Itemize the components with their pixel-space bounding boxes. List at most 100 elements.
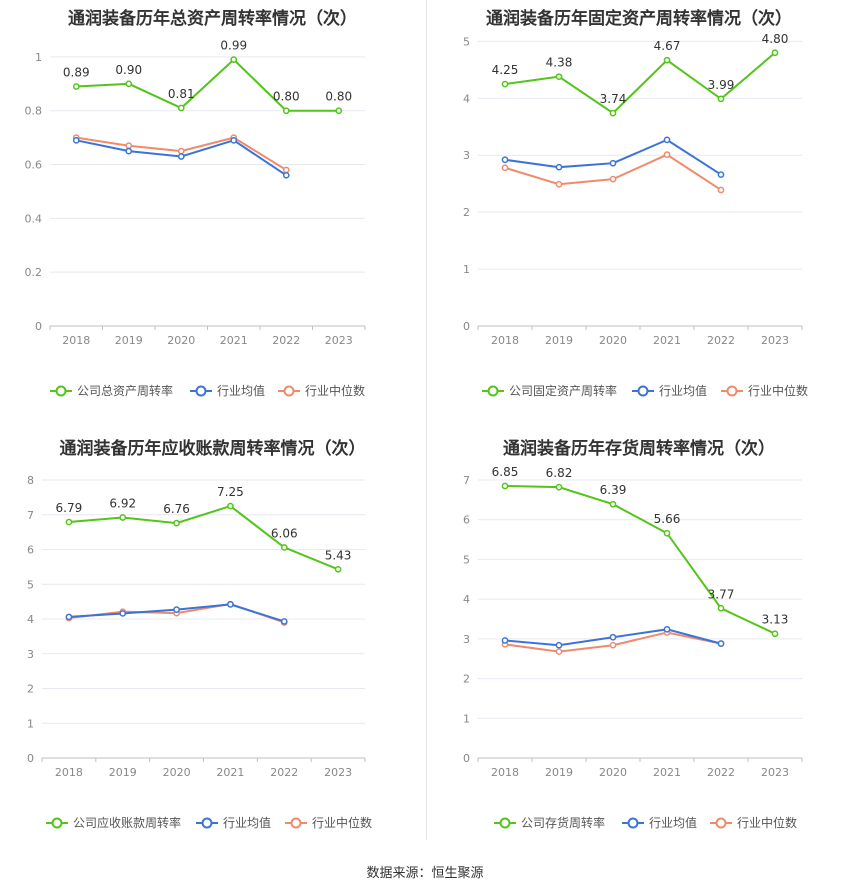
- data-label: 3.74: [600, 92, 627, 106]
- data-label: 4.25: [492, 63, 519, 77]
- data-point-avg: [501, 156, 509, 164]
- y-tick-label: 5: [27, 578, 34, 591]
- data-point-median: [125, 142, 133, 150]
- y-tick-label: 5: [463, 35, 470, 48]
- series-line-company: [504, 52, 776, 115]
- x-tick-label: 2019: [545, 334, 573, 347]
- data-point-company: [555, 483, 563, 491]
- data-point-median: [555, 648, 563, 655]
- data-point-company: [609, 500, 617, 508]
- legend-label: 行业中位数: [737, 815, 797, 830]
- x-tick-label: 2020: [599, 334, 627, 347]
- data-point-company: [501, 80, 509, 88]
- data-point-company: [72, 83, 80, 90]
- data-label: 4.67: [654, 39, 681, 53]
- x-tick-label: 2019: [545, 766, 573, 779]
- chart-panel-fixed-assets: 通润装备历年固定资产周转率情况（次） 0 1 2 3 4 5 2018 2019 2020 202…: [428, 0, 850, 410]
- data-point-median: [609, 641, 617, 649]
- data-label: 6.06: [271, 526, 298, 540]
- data-point-company: [771, 630, 779, 638]
- y-tick-label: 0: [463, 320, 470, 333]
- x-tick-label: 2021: [653, 766, 681, 779]
- y-tick-label: 5: [463, 553, 470, 566]
- data-label: 0.80: [273, 90, 300, 104]
- x-tick-label: 2021: [653, 334, 681, 347]
- data-label: 5.66: [654, 512, 681, 526]
- chart-svg-fixed-assets: 0 1 2 3 4 5 2018 2019 2020 2021 2022 2023 4.25 4.38 3.…: [463, 32, 808, 398]
- legend-label: 行业均值: [217, 383, 265, 398]
- data-label: 6.76: [163, 502, 190, 516]
- legend-marker-avg: [201, 817, 213, 829]
- data-point-avg: [663, 625, 671, 633]
- data-label: 7.25: [217, 485, 244, 499]
- x-tick-label: 2022: [272, 334, 300, 347]
- y-tick-label: 7: [463, 474, 470, 487]
- data-point-avg: [717, 171, 725, 178]
- data-point-avg: [555, 163, 563, 171]
- data-label: 0.81: [168, 87, 195, 101]
- y-tick-label: 3: [27, 648, 34, 661]
- y-tick-label: 6: [463, 514, 470, 527]
- x-tick-label: 2023: [761, 334, 789, 347]
- y-tick-label: 6: [27, 544, 34, 557]
- vertical-divider: [426, 0, 427, 840]
- x-tick-label: 2019: [109, 766, 137, 779]
- data-point-company: [717, 95, 725, 103]
- data-point-company: [717, 604, 725, 612]
- x-tick-label: 2022: [707, 334, 735, 347]
- data-point-avg: [501, 637, 509, 644]
- data-point-avg: [282, 171, 290, 179]
- y-tick-label: 8: [27, 474, 34, 487]
- data-label: 0.90: [115, 63, 142, 77]
- chart-title: 通润装备历年总资产周转率情况（次）: [68, 9, 357, 29]
- data-point-company: [280, 544, 288, 551]
- data-point-median: [609, 175, 617, 183]
- legend-marker-company: [487, 385, 499, 397]
- data-point-company: [771, 49, 779, 57]
- y-tick-label: 4: [463, 593, 470, 606]
- chart-panel-total-assets: 通润装备历年总资产周转率情况（次） 0 0.2 0.4 0.6 0.8 1 2018 2019…: [0, 0, 425, 410]
- y-tick-label: 1: [463, 263, 470, 276]
- data-label: 6.39: [600, 483, 627, 497]
- y-tick-label: 2: [463, 673, 470, 686]
- chart-title: 通润装备历年存货周转率情况（次）: [503, 439, 775, 459]
- x-tick-label: 2020: [167, 334, 195, 347]
- y-tick-label: 0.4: [25, 212, 43, 225]
- series-line-company: [68, 504, 339, 571]
- legend-marker-median: [715, 817, 727, 829]
- data-point-company: [501, 482, 509, 490]
- x-tick-label: 2020: [599, 766, 627, 779]
- data-point-company: [173, 519, 180, 527]
- data-point-avg: [227, 601, 234, 608]
- y-tick-label: 0.8: [25, 105, 43, 118]
- data-label: 6.85: [492, 465, 519, 479]
- data-point-median: [663, 151, 671, 159]
- data-point-company: [177, 104, 185, 112]
- y-tick-label: 0: [35, 320, 42, 333]
- chart-panel-receivables: 通润装备历年应收账款周转率情况（次） 0 1 2 3 4 5 6 7 8 2018 2019 2020…: [0, 430, 425, 850]
- data-point-avg: [173, 606, 180, 613]
- legend-marker-avg: [627, 817, 639, 829]
- legend-marker-avg: [195, 385, 207, 397]
- x-tick-label: 2023: [325, 334, 353, 347]
- data-label: 6.92: [109, 497, 136, 511]
- x-tick-label: 2021: [216, 766, 244, 779]
- series-line-company: [504, 484, 776, 635]
- data-label: 4.80: [762, 32, 789, 46]
- data-point-company: [125, 80, 133, 88]
- data-point-company: [609, 109, 617, 117]
- data-point-avg: [717, 640, 725, 647]
- chart-svg-receivables: 0 1 2 3 4 5 6 7 8 2018 2019 2020 2021 2022 2023 6.79 6.9…: [27, 474, 372, 830]
- legend-label: 行业中位数: [312, 815, 372, 830]
- legend-label: 行业中位数: [748, 383, 808, 398]
- data-point-avg: [280, 618, 288, 625]
- data-point-avg: [609, 633, 617, 641]
- data-label: 3.77: [708, 587, 735, 601]
- x-tick-label: 2019: [115, 334, 143, 347]
- chart-panel-inventory: 通润装备历年存货周转率情况（次） 0 1 2 3 4 5 6 7 2018 2019 2020 202…: [428, 430, 850, 850]
- data-point-median: [282, 166, 290, 174]
- data-label: 6.82: [546, 466, 573, 480]
- y-tick-label: 7: [27, 509, 34, 522]
- data-label: 0.80: [325, 90, 352, 104]
